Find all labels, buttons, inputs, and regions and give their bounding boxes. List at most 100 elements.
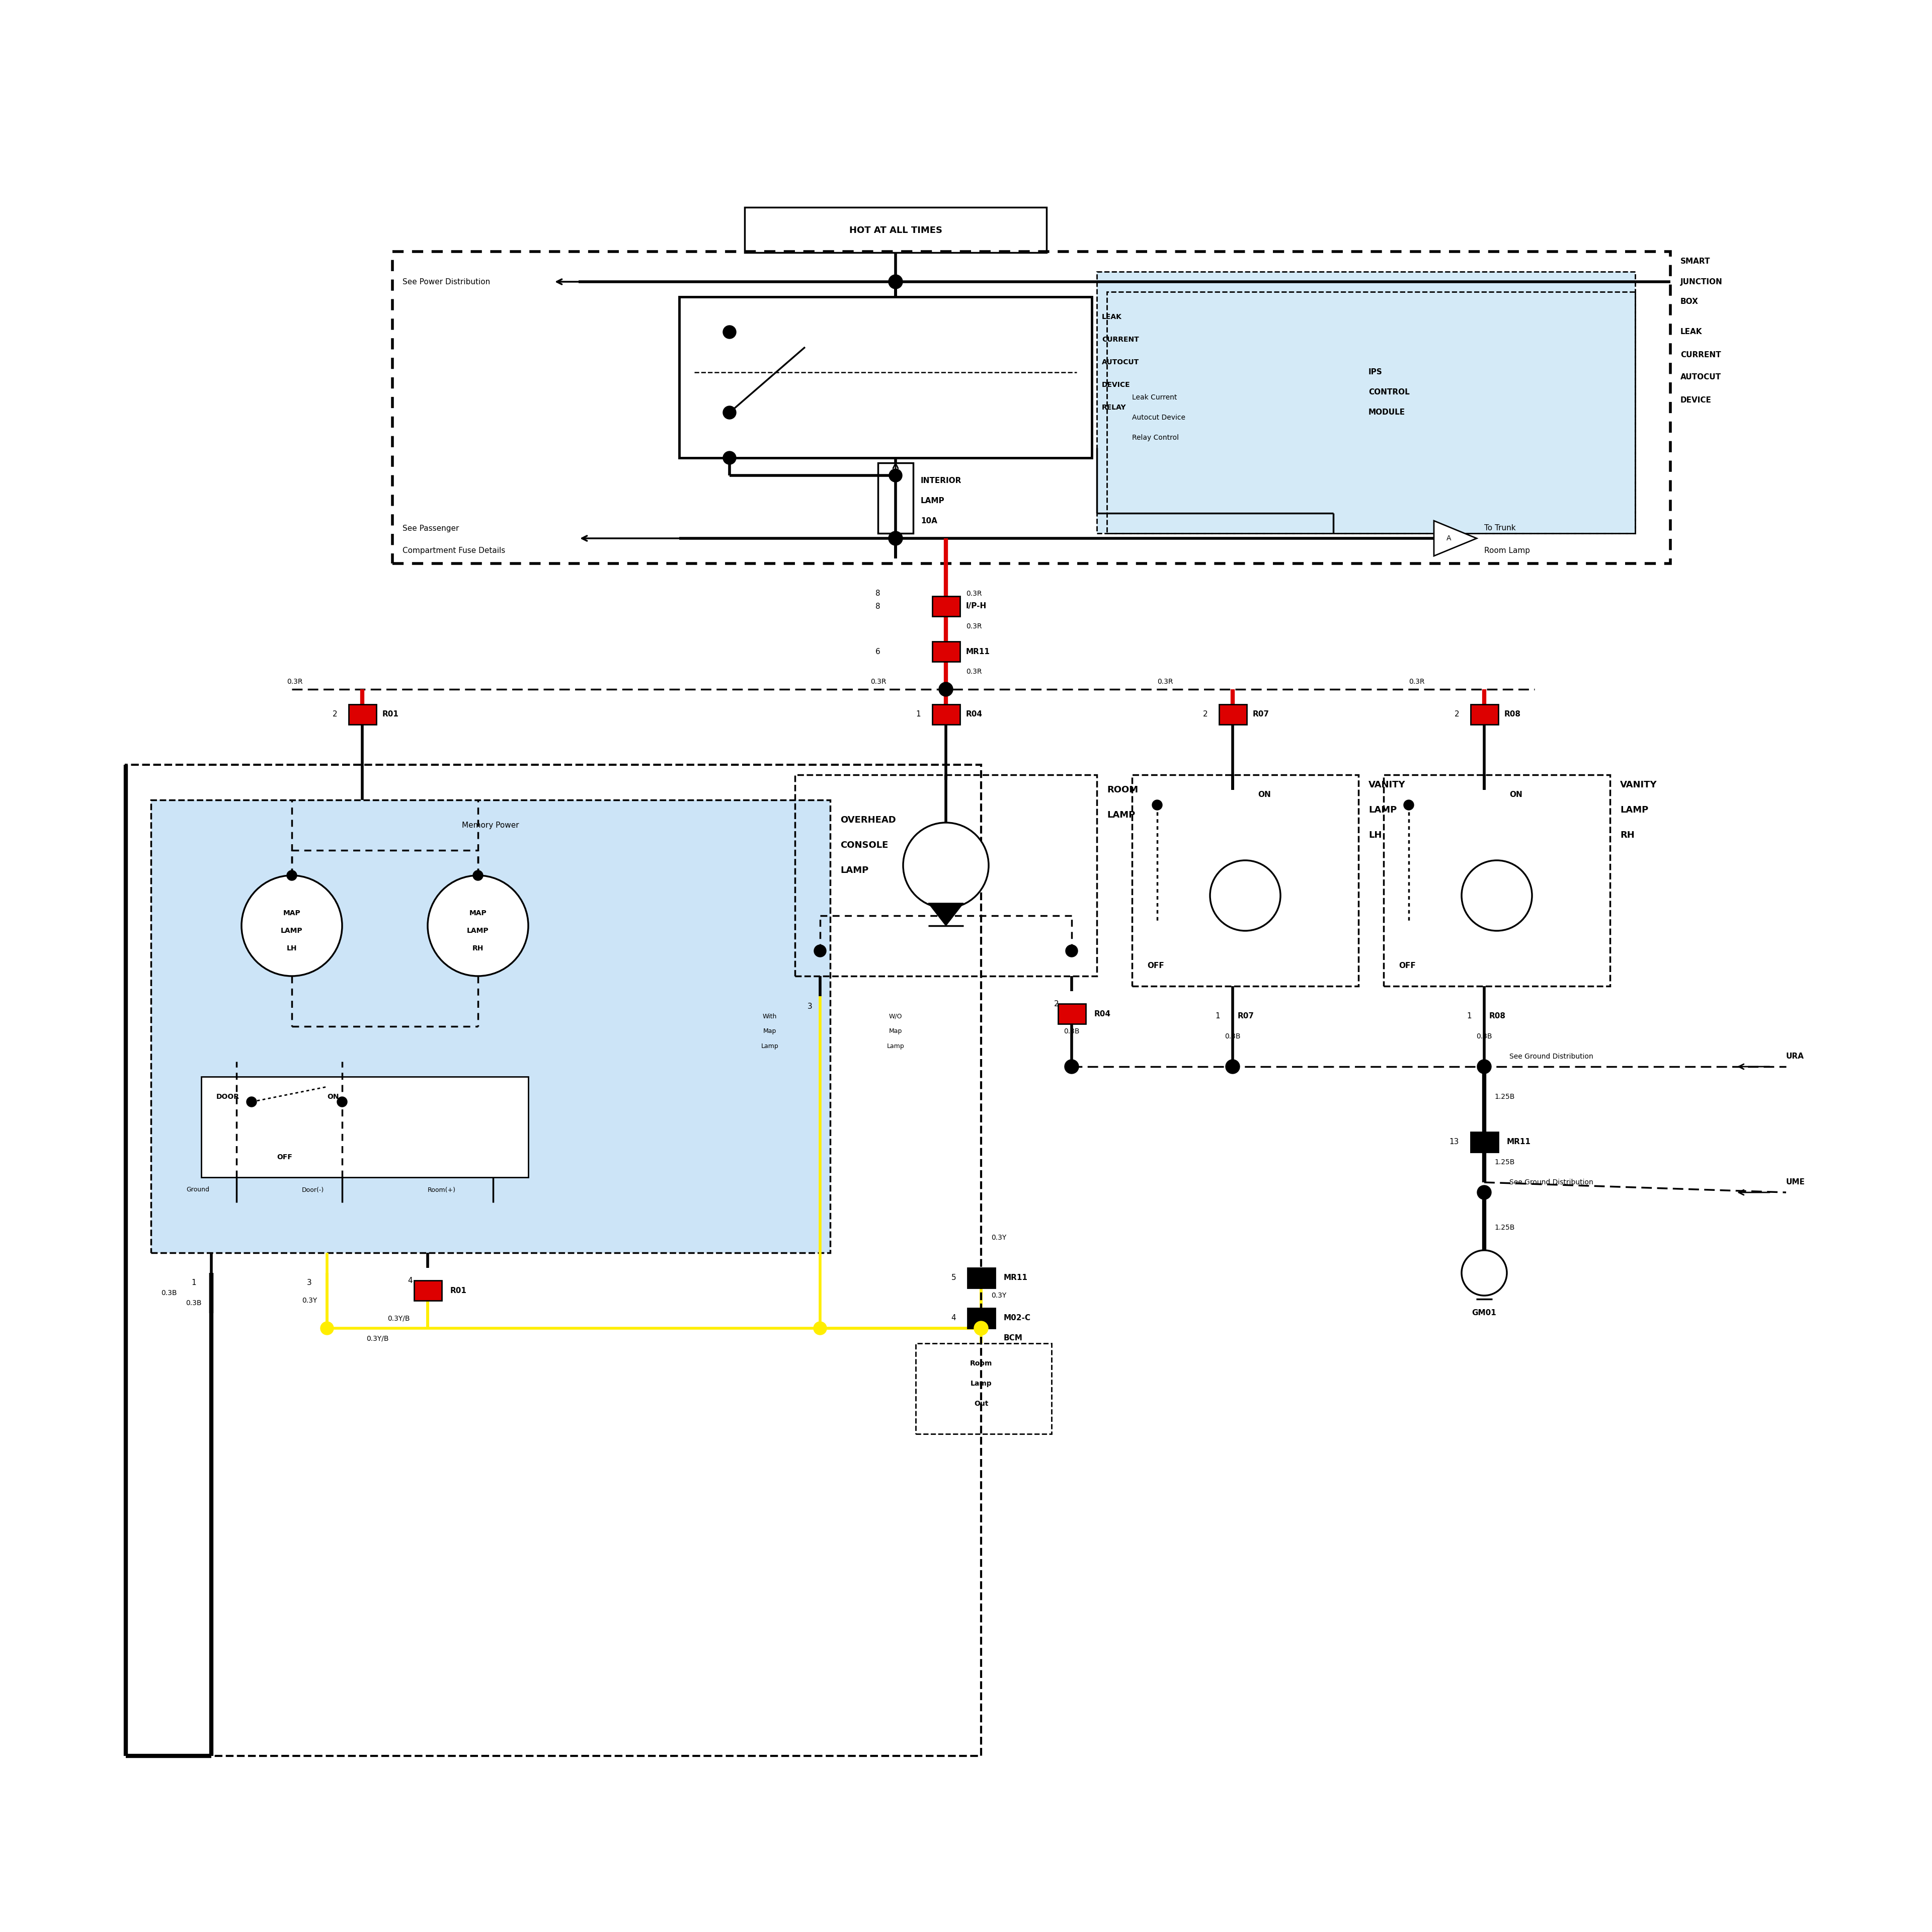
Circle shape: [336, 1097, 348, 1107]
Circle shape: [813, 1321, 827, 1335]
Circle shape: [1225, 1059, 1240, 1074]
Text: 3: 3: [307, 1279, 311, 1287]
Text: 0.3B: 0.3B: [1065, 1028, 1080, 1036]
Text: 1.25B: 1.25B: [1493, 1159, 1515, 1165]
Text: Map: Map: [889, 1028, 902, 1036]
Circle shape: [939, 682, 952, 696]
Circle shape: [1066, 945, 1078, 956]
Text: R01: R01: [450, 1287, 468, 1294]
Text: CURRENT: CURRENT: [1101, 336, 1140, 344]
Text: MR11: MR11: [1005, 1275, 1028, 1281]
Bar: [1383, 775, 1609, 985]
Circle shape: [889, 469, 902, 481]
Text: DEVICE: DEVICE: [1101, 381, 1130, 388]
Circle shape: [974, 1321, 987, 1335]
Text: DEVICE: DEVICE: [1681, 396, 1712, 404]
Text: LAMP: LAMP: [1368, 806, 1397, 815]
Text: R08: R08: [1490, 1012, 1505, 1020]
Text: MODULE: MODULE: [1368, 410, 1405, 415]
Text: 2: 2: [1455, 711, 1459, 719]
Text: Out: Out: [974, 1401, 989, 1406]
Circle shape: [473, 871, 483, 881]
Circle shape: [889, 531, 902, 545]
Text: Room: Room: [970, 1360, 993, 1368]
Text: SMART: SMART: [1681, 257, 1710, 265]
Text: Leak Current: Leak Current: [1132, 394, 1177, 402]
Bar: [916, 1343, 1051, 1434]
Text: Lamp: Lamp: [970, 1379, 991, 1387]
Text: URA: URA: [1785, 1053, 1804, 1061]
Text: 4: 4: [408, 1277, 412, 1285]
Text: 0.3R: 0.3R: [1157, 678, 1173, 686]
Text: 10A: 10A: [922, 518, 937, 524]
Text: 1.25B: 1.25B: [1493, 1225, 1515, 1231]
Text: 0.3Y/B: 0.3Y/B: [388, 1314, 410, 1321]
Circle shape: [321, 1321, 334, 1335]
Text: OFF: OFF: [276, 1153, 292, 1161]
Circle shape: [723, 325, 736, 338]
Text: 0.3Y: 0.3Y: [991, 1235, 1007, 1240]
Text: OFF: OFF: [1399, 962, 1416, 970]
Bar: [1470, 705, 1497, 725]
Bar: [1107, 292, 1634, 533]
Text: 1: 1: [191, 1279, 197, 1287]
Text: 0.3B: 0.3B: [1225, 1034, 1240, 1039]
Bar: [968, 1308, 995, 1329]
Text: CONTROL: CONTROL: [1368, 388, 1410, 396]
Bar: [126, 765, 981, 1756]
Text: ROOM: ROOM: [1107, 786, 1138, 794]
Text: 2: 2: [1055, 1001, 1059, 1007]
Text: GM01: GM01: [1472, 1310, 1497, 1318]
Text: 13: 13: [1449, 1138, 1459, 1146]
Text: See Ground Distribution: See Ground Distribution: [1509, 1179, 1594, 1186]
Circle shape: [1478, 1059, 1492, 1074]
Text: Ground: Ground: [185, 1186, 209, 1194]
Bar: [968, 1267, 995, 1289]
Text: VANITY: VANITY: [1368, 781, 1406, 790]
Text: 5: 5: [951, 1275, 956, 1281]
Circle shape: [723, 452, 736, 464]
Text: W/O: W/O: [889, 1012, 902, 1020]
Text: M02-C: M02-C: [1005, 1314, 1032, 1321]
Text: MAP: MAP: [469, 910, 487, 916]
Text: LAMP: LAMP: [840, 866, 869, 875]
Text: RH: RH: [471, 945, 483, 952]
Text: 4: 4: [951, 1314, 956, 1321]
Text: BOX: BOX: [1681, 298, 1698, 305]
Text: 2: 2: [332, 711, 336, 719]
Text: Room(+): Room(+): [427, 1186, 456, 1194]
Text: ON: ON: [327, 1094, 338, 1101]
Bar: [877, 464, 914, 533]
Text: 8: 8: [875, 589, 881, 597]
Circle shape: [889, 274, 902, 288]
Bar: [348, 705, 377, 725]
Text: OFF: OFF: [1148, 962, 1165, 970]
Bar: [931, 705, 960, 725]
Bar: [151, 800, 831, 1252]
Text: LAMP: LAMP: [1107, 811, 1136, 819]
Text: R08: R08: [1505, 711, 1520, 719]
Bar: [744, 207, 1047, 253]
Circle shape: [1478, 1186, 1492, 1200]
Polygon shape: [927, 902, 964, 925]
Text: 0.3B: 0.3B: [185, 1300, 201, 1306]
Text: 0.3R: 0.3R: [286, 678, 303, 686]
Text: CONSOLE: CONSOLE: [840, 840, 889, 850]
Text: AUTOCUT: AUTOCUT: [1101, 359, 1140, 365]
Bar: [931, 597, 960, 616]
Text: Compartment Fuse Details: Compartment Fuse Details: [402, 547, 506, 554]
Circle shape: [902, 823, 989, 908]
Bar: [794, 775, 1097, 976]
Text: 0.3R: 0.3R: [966, 622, 981, 630]
Bar: [1470, 1132, 1497, 1151]
Text: 1: 1: [1215, 1012, 1219, 1020]
Circle shape: [286, 871, 298, 881]
Bar: [1219, 705, 1246, 725]
Circle shape: [813, 945, 827, 956]
Text: 1.25B: 1.25B: [1493, 1094, 1515, 1101]
Text: 0.3Y/B: 0.3Y/B: [367, 1335, 388, 1343]
Bar: [1097, 272, 1634, 533]
Text: VANITY: VANITY: [1621, 781, 1658, 790]
Text: LEAK: LEAK: [1101, 313, 1122, 321]
Text: MAP: MAP: [284, 910, 301, 916]
